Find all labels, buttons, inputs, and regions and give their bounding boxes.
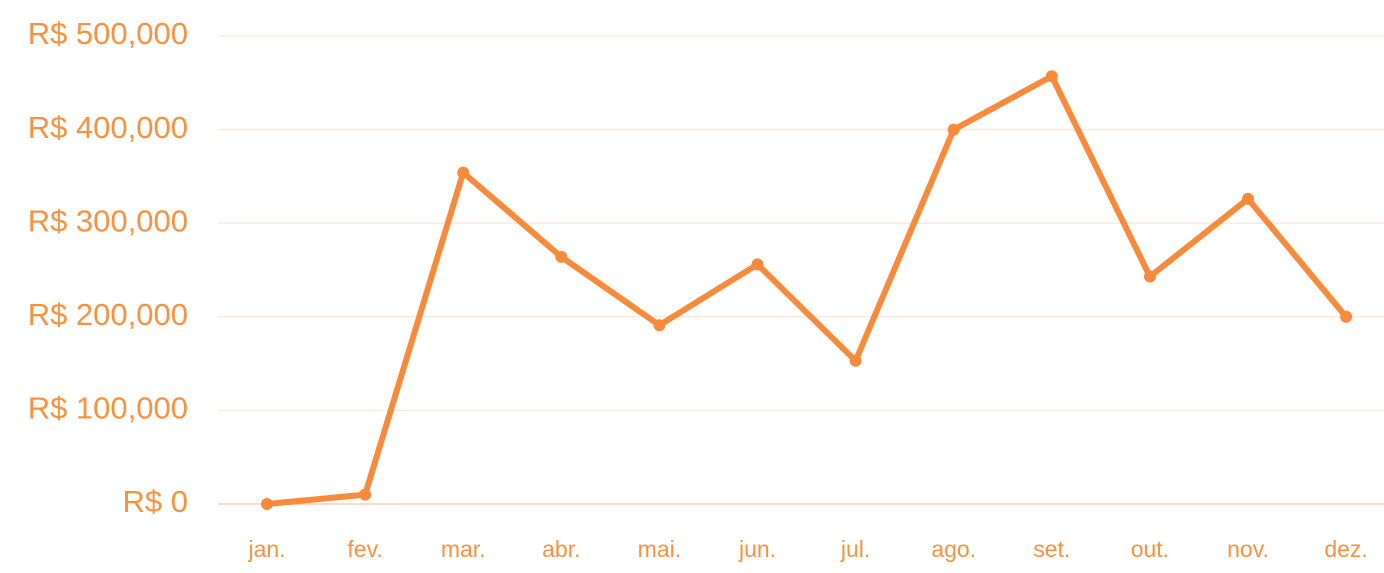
y-tick-label: R$ 500,000	[28, 16, 188, 51]
x-tick-label: nov.	[1227, 536, 1269, 562]
x-tick-label: abr.	[542, 536, 580, 562]
point	[555, 250, 568, 263]
x-tick-label: dez.	[1324, 536, 1367, 562]
point	[849, 354, 862, 367]
point	[751, 258, 764, 271]
point	[653, 319, 666, 332]
x-tick-label: out.	[1131, 536, 1169, 562]
point	[1242, 192, 1254, 205]
point	[359, 488, 372, 501]
point	[1340, 310, 1353, 323]
x-tick-label: jul.	[840, 536, 870, 562]
x-tick-label: set.	[1033, 536, 1070, 562]
line	[266, 73, 1349, 507]
y-tick-label: R$ 400,000	[28, 110, 188, 145]
point	[457, 166, 470, 179]
x-tick-label: mar.	[441, 536, 486, 562]
x-tick-label: ago.	[931, 536, 976, 562]
x-tick-label: jan.	[247, 536, 285, 562]
x-tick-label: mai.	[638, 536, 681, 562]
x-tick-label: jun.	[738, 536, 776, 562]
y-tick-label: R$ 300,000	[28, 203, 188, 238]
point	[261, 498, 273, 510]
x-tick-label: fev.	[347, 536, 382, 562]
point	[1045, 70, 1058, 83]
y-tick-label: R$ 200,000	[28, 297, 188, 332]
y-tick-label: R$ 0	[123, 484, 188, 519]
y-tick-label: R$ 100,000	[28, 391, 188, 426]
point	[947, 123, 960, 136]
point	[1143, 270, 1156, 283]
